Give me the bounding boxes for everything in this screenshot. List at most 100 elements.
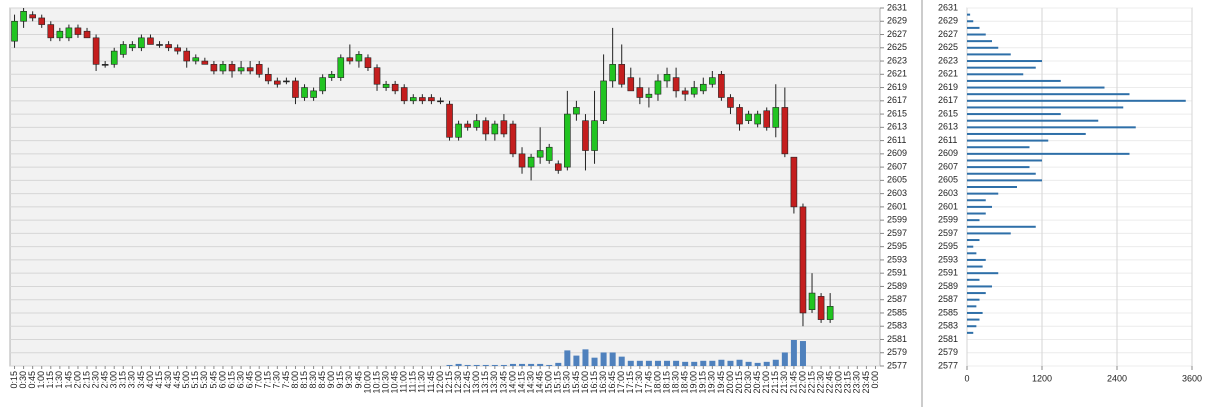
profile-bar: [967, 305, 977, 308]
x-tick-label: 15:00: [544, 371, 554, 394]
volume-bar: [781, 352, 788, 366]
candle-body: [38, 17, 46, 25]
x-tick-label: 22:15: [806, 371, 816, 394]
y-tick-label: 2589: [938, 281, 958, 291]
candle-body: [83, 30, 91, 39]
profile-bar: [967, 33, 986, 36]
candle-body: [446, 103, 453, 138]
y-tick-label: 2623: [887, 55, 907, 65]
profile-bar: [967, 205, 992, 208]
x-tick-label: 16:00: [580, 371, 590, 394]
y-tick-label: 2625: [887, 42, 907, 52]
volume-bar: [609, 352, 616, 366]
volume-bar: [446, 364, 453, 366]
volume-bar: [491, 364, 498, 366]
x-tick-label: 9:45: [353, 371, 363, 389]
candle-body: [101, 64, 109, 66]
candle-body: [527, 156, 535, 168]
x-tick-label: 12:00: [435, 371, 445, 394]
profile-bar: [967, 73, 1024, 76]
y-tick-label: 2629: [887, 16, 907, 26]
x-tick-label: 8:15: [299, 371, 309, 389]
candle-body: [763, 110, 771, 128]
x-tick-label: 22:45: [825, 371, 835, 394]
y-tick-label: 2579: [887, 347, 907, 357]
y-tick-label: 2593: [887, 254, 907, 264]
y-tick-label: 2619: [938, 82, 958, 92]
x-tick-label: 11:30: [417, 371, 427, 393]
y-tick-label: 2597: [938, 228, 958, 238]
y-tick-label: 2595: [887, 241, 907, 251]
candle-body: [92, 37, 100, 65]
y-tick-label: 2623: [938, 55, 958, 65]
candle-body: [264, 73, 272, 82]
candle-body: [618, 64, 626, 85]
profile-bar: [967, 86, 1105, 89]
candle-body: [491, 123, 499, 135]
y-tick-label: 2627: [887, 29, 907, 39]
y-tick-label: 2589: [887, 281, 907, 291]
candle-body: [337, 57, 345, 78]
candle-body: [545, 146, 553, 161]
x-tick-label: 1:45: [63, 371, 73, 389]
x-tick-label: 18:00: [652, 371, 662, 394]
x-tick-label: 23:15: [843, 371, 853, 394]
profile-bar: [967, 179, 1042, 182]
profile-bar: [967, 126, 1136, 129]
profile-bar: [967, 13, 971, 16]
candle-body: [790, 156, 798, 208]
y-tick-label: 2631: [938, 2, 958, 12]
x-tick-label: 13:15: [480, 371, 490, 394]
candle-body: [56, 30, 64, 39]
y-tick-label: 2609: [887, 148, 907, 158]
profile-bar: [967, 331, 974, 334]
profile-bar: [967, 239, 980, 242]
y-tick-label: 2607: [887, 161, 907, 171]
volume-bar: [772, 359, 779, 366]
x-tick-label: 19:15: [698, 371, 708, 394]
x-tick-label: 4:30: [163, 371, 173, 389]
x-tick-label: 5:45: [208, 371, 218, 389]
x-tick-label: 6:45: [245, 371, 255, 389]
candle-body: [727, 97, 734, 108]
candle-body: [781, 107, 789, 155]
candle-body: [690, 87, 698, 95]
x-tick-label: 18:30: [670, 371, 680, 394]
x-tick-label: 8:00: [290, 371, 300, 389]
profile-bar: [967, 245, 974, 248]
x-tick-label: 14:00: [507, 371, 517, 394]
x-tick-label: 21:45: [788, 371, 798, 394]
x-tick-label: 13:30: [489, 371, 499, 394]
profile-bar: [967, 298, 980, 301]
profile-bar: [967, 172, 1036, 175]
volume-bar: [700, 360, 707, 366]
candle-body: [699, 83, 707, 92]
profile-bar: [967, 199, 986, 202]
volume-bar: [736, 359, 743, 366]
x-tick-label: 6:15: [226, 371, 236, 389]
volume-bar: [573, 355, 580, 366]
volume-bar: [682, 361, 689, 366]
x-tick-label: 22:30: [815, 371, 825, 394]
candle-body: [11, 20, 18, 42]
x-tick-label: 11:00: [399, 371, 409, 393]
y-tick-label: 2577: [938, 360, 958, 370]
y-tick-label: 2587: [887, 294, 907, 304]
x-tick-label: 21:15: [770, 371, 780, 394]
candle-body: [228, 64, 236, 72]
x-tick-label: 15:15: [553, 371, 563, 394]
volume-bar: [654, 360, 661, 366]
volume-bar: [745, 361, 752, 366]
candle-body: [826, 306, 834, 320]
candle-body: [74, 27, 82, 35]
x-tick-label: 9:30: [344, 371, 354, 389]
volume-bar: [519, 363, 526, 366]
x-tick-label: 2:15: [81, 371, 91, 389]
volume-bar: [636, 360, 643, 366]
profile-bar: [967, 258, 986, 261]
candle-body: [709, 77, 716, 85]
y-tick-label: 2585: [938, 307, 958, 317]
volume-bar: [691, 361, 698, 366]
x-tick-label: 2:30: [90, 371, 100, 389]
y-tick-label: 2619: [887, 82, 907, 92]
